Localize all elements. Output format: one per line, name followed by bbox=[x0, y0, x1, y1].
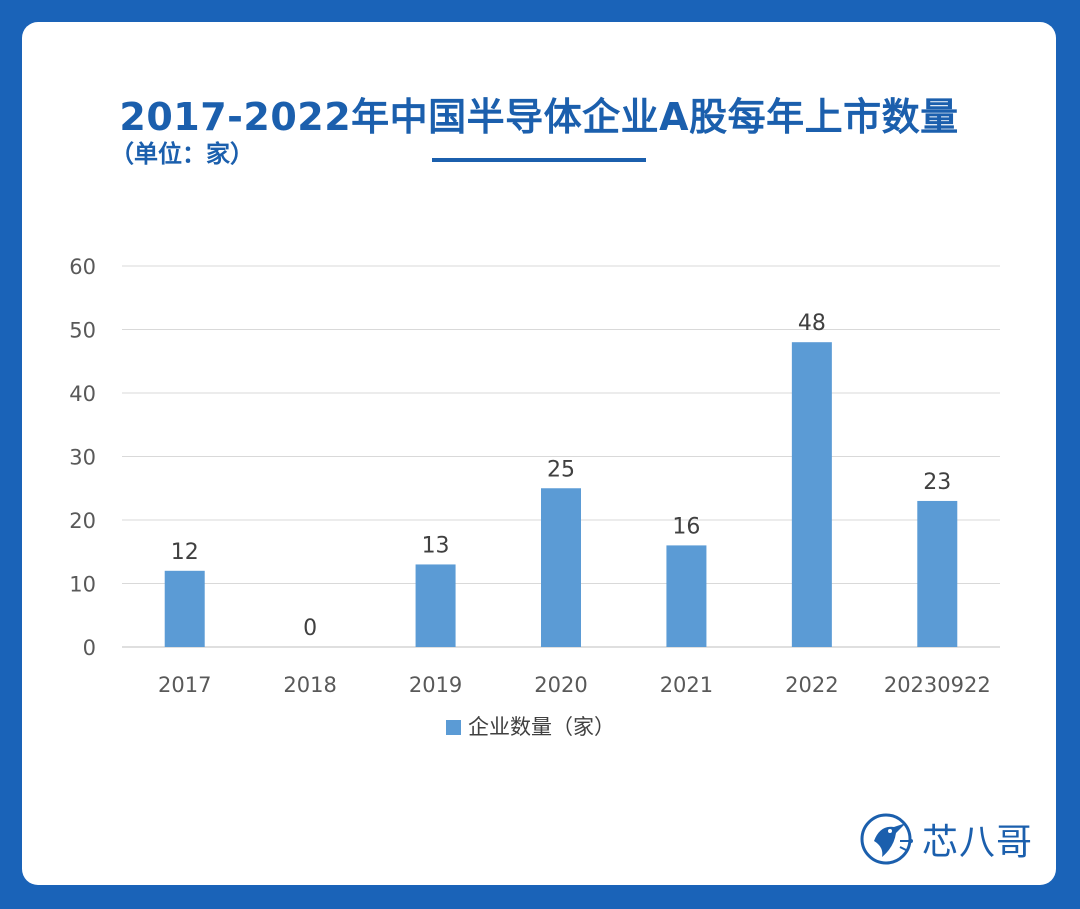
kingfisher-bird-icon bbox=[860, 813, 913, 865]
y-tick-label: 40 bbox=[69, 382, 96, 406]
data-label: 25 bbox=[547, 457, 575, 482]
x-tick-label: 2017 bbox=[158, 673, 211, 697]
brand-name: 芯八哥 bbox=[922, 822, 1034, 863]
y-tick-label: 30 bbox=[69, 446, 96, 470]
title-underline bbox=[432, 158, 646, 162]
legend-label: 企业数量（家） bbox=[468, 715, 615, 739]
brand-logo: 芯八哥 bbox=[860, 812, 1033, 866]
y-tick-label: 60 bbox=[69, 255, 96, 279]
x-tick-label: 2021 bbox=[660, 673, 713, 697]
y-tick-label: 10 bbox=[69, 573, 96, 597]
data-label: 0 bbox=[303, 616, 317, 641]
x-tick-label: 2020 bbox=[534, 673, 587, 697]
chart-card: 2017-2022年中国半导体企业A股每年上市数量 （单位：家） 0 10 20 30… bbox=[22, 22, 1056, 885]
bar bbox=[791, 342, 832, 647]
legend-swatch bbox=[446, 720, 461, 735]
bar bbox=[541, 488, 581, 647]
data-label: 13 bbox=[422, 533, 450, 558]
bar bbox=[666, 545, 707, 647]
data-label: 48 bbox=[798, 311, 826, 336]
bar bbox=[164, 570, 205, 647]
x-tick-label: 2019 bbox=[409, 673, 462, 697]
data-label: 12 bbox=[171, 540, 199, 565]
y-tick-label: 20 bbox=[69, 509, 96, 533]
x-tick-label: 2018 bbox=[283, 673, 336, 697]
bar bbox=[415, 564, 456, 647]
x-tick-label: 2022 bbox=[785, 673, 838, 697]
chart-subtitle: （单位：家） bbox=[110, 140, 254, 168]
bar bbox=[917, 500, 958, 647]
data-label: 16 bbox=[672, 514, 700, 539]
bar-chart: 0 10 20 30 40 50 60 12 2017 0 2018 13 2019 25 2020 16 20… bbox=[69, 255, 1000, 739]
chart-title: 2017-2022年中国半导体企业A股每年上市数量 bbox=[119, 95, 959, 139]
x-tick-label: 20230922 bbox=[884, 673, 991, 697]
y-tick-label: 0 bbox=[83, 636, 96, 660]
data-label: 23 bbox=[923, 470, 951, 495]
y-tick-label: 50 bbox=[69, 319, 96, 343]
